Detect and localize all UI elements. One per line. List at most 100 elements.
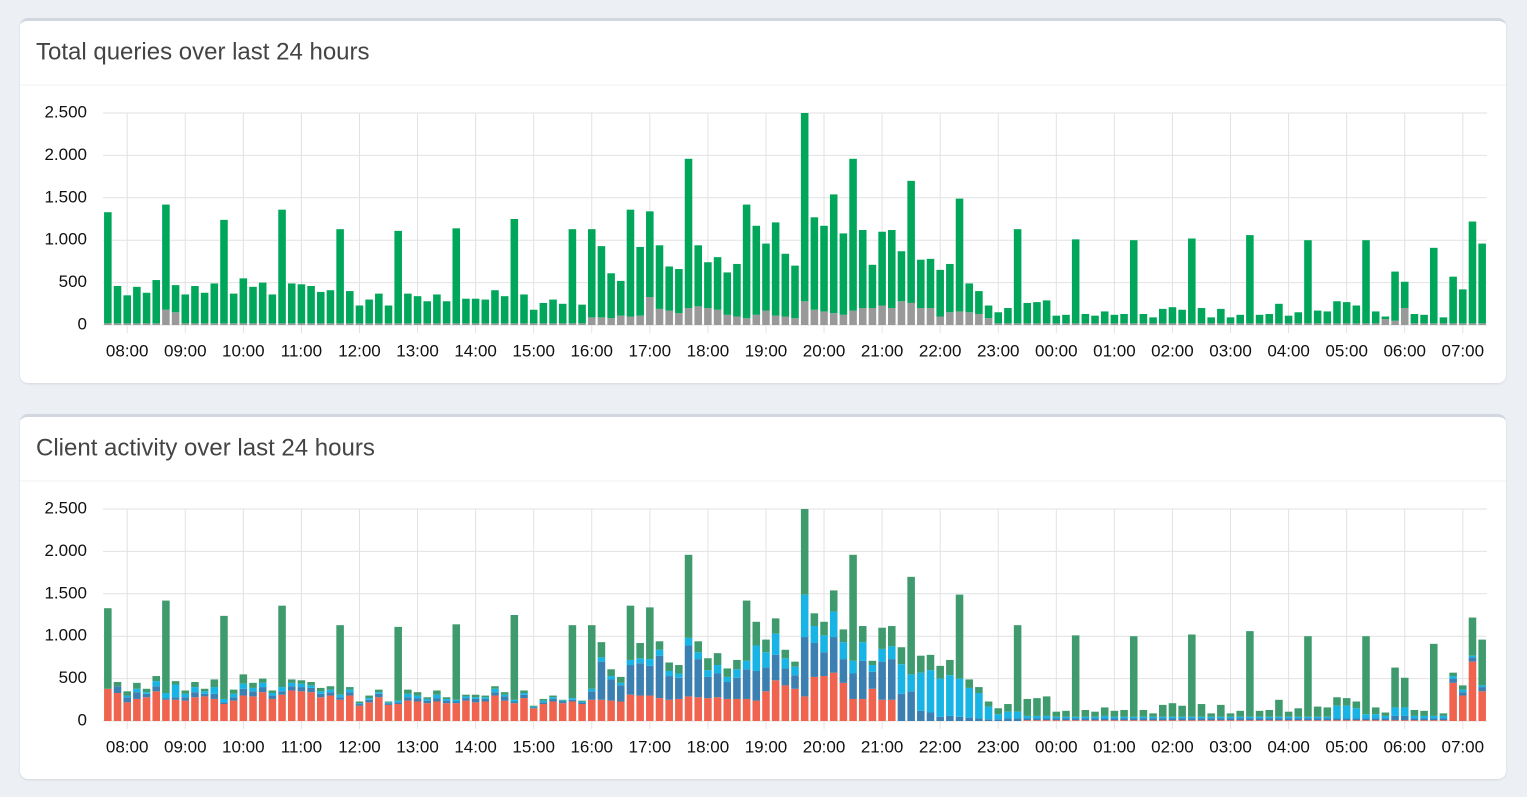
bar-segment	[781, 649, 790, 659]
bar-segment	[820, 621, 828, 636]
bar-segment	[694, 697, 702, 721]
bar-segment	[694, 641, 702, 653]
bar-segment	[597, 661, 606, 700]
bar-segment	[1381, 720, 1390, 721]
bar-segment	[307, 692, 315, 721]
bar-segment	[1429, 247, 1438, 324]
bar-segment	[307, 323, 315, 325]
x-tick-label: 19:00	[745, 737, 788, 756]
bar-segment	[1439, 323, 1448, 325]
bar-segment	[1333, 323, 1341, 325]
bar-segment	[171, 285, 180, 313]
bar-segment	[1159, 323, 1167, 325]
bar-segment	[1255, 720, 1264, 721]
bar-segment	[1275, 716, 1283, 719]
bar-segment	[375, 697, 383, 721]
bar-segment	[1371, 707, 1380, 715]
bar-segment	[229, 323, 238, 325]
bar-segment	[810, 309, 819, 325]
bar-segment	[307, 685, 315, 688]
bar-segment	[1391, 271, 1399, 321]
bar-segment	[394, 702, 402, 705]
bar-segment	[1246, 718, 1254, 721]
bar-segment	[636, 658, 644, 664]
bar-segment	[684, 554, 693, 638]
bar-segment	[268, 690, 277, 694]
bar-segment	[123, 691, 131, 696]
x-tick-label: 05:00	[1325, 737, 1368, 756]
bar-segment	[1197, 716, 1206, 719]
bar-segment	[1459, 695, 1467, 721]
bar-segment	[752, 225, 761, 315]
bar-segment	[888, 308, 896, 325]
bar-segment	[200, 691, 209, 694]
bar-segment	[1400, 281, 1409, 309]
bar-segment	[258, 682, 267, 688]
bar-segment	[297, 687, 306, 692]
bar-segment	[1342, 705, 1351, 719]
bar-segment	[1313, 310, 1322, 324]
bar-segment	[413, 323, 422, 325]
bar-segment	[820, 635, 828, 653]
bar-segment	[1275, 323, 1283, 325]
bar-segment	[133, 682, 141, 689]
x-tick-label: 16:00	[570, 737, 613, 756]
bar-segment	[152, 681, 161, 687]
x-tick-label: 13:00	[396, 341, 439, 360]
bar-segment	[1275, 718, 1283, 721]
bar-segment	[578, 323, 586, 325]
bar-segment	[781, 658, 790, 669]
bar-segment	[113, 323, 122, 325]
x-tick-label: 21:00	[861, 341, 904, 360]
bar-segment	[520, 323, 528, 325]
bar-segment	[917, 655, 925, 673]
x-tick-label: 04:00	[1267, 737, 1310, 756]
bar-segment	[1420, 323, 1428, 325]
bar-segment	[1120, 718, 1128, 721]
bar-segment	[462, 700, 470, 721]
bar-segment	[152, 323, 161, 325]
x-tick-label: 11:00	[281, 737, 322, 756]
bar-segment	[442, 703, 451, 721]
bar-segment	[820, 311, 828, 325]
bar-segment	[471, 702, 480, 721]
bar-segment	[1439, 713, 1448, 716]
bar-segment	[1459, 289, 1467, 324]
x-tick-label: 13:00	[396, 737, 439, 756]
bar-segment	[1371, 311, 1380, 324]
bar-segment	[104, 608, 112, 689]
x-tick-label: 03:00	[1209, 737, 1252, 756]
bar-segment	[162, 309, 170, 325]
bar-segment	[1023, 715, 1032, 719]
bar-segment	[346, 695, 354, 721]
bar-segment	[655, 245, 664, 309]
bar-segment	[907, 691, 915, 721]
bar-segment	[858, 626, 867, 643]
bar-segment	[384, 702, 393, 704]
bar-segment	[1149, 720, 1157, 721]
bar-segment	[336, 697, 344, 700]
bar-segment	[326, 686, 335, 690]
bar-segment	[384, 704, 393, 721]
bar-segment	[607, 318, 615, 325]
bar-segment	[1313, 716, 1322, 719]
bar-segment	[1197, 720, 1206, 721]
bar-segment	[1062, 314, 1070, 324]
bar-segment	[1100, 707, 1109, 716]
bar-segment	[742, 698, 751, 721]
bar-segment	[1149, 716, 1157, 719]
bar-segment	[326, 323, 335, 325]
bar-segment	[200, 693, 209, 697]
bar-segment	[375, 692, 383, 694]
bar-segment	[975, 687, 983, 694]
bar-segment	[733, 316, 741, 325]
bar-segment	[665, 266, 673, 311]
x-tick-label: 09:00	[164, 341, 207, 360]
bar-segment	[1323, 716, 1332, 719]
bar-segment	[404, 293, 412, 324]
bar-segment	[462, 698, 470, 701]
bar-segment	[1100, 720, 1109, 721]
bar-segment	[1400, 308, 1409, 325]
bar-segment	[152, 686, 161, 692]
